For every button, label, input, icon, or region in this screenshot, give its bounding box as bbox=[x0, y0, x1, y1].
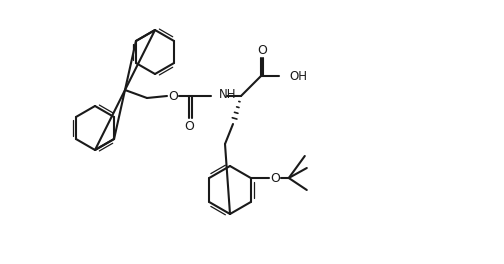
Text: NH: NH bbox=[219, 87, 236, 101]
Text: O: O bbox=[184, 120, 194, 133]
Text: O: O bbox=[257, 44, 267, 56]
Text: OH: OH bbox=[289, 69, 307, 82]
Text: O: O bbox=[270, 172, 280, 185]
Text: O: O bbox=[168, 89, 178, 102]
